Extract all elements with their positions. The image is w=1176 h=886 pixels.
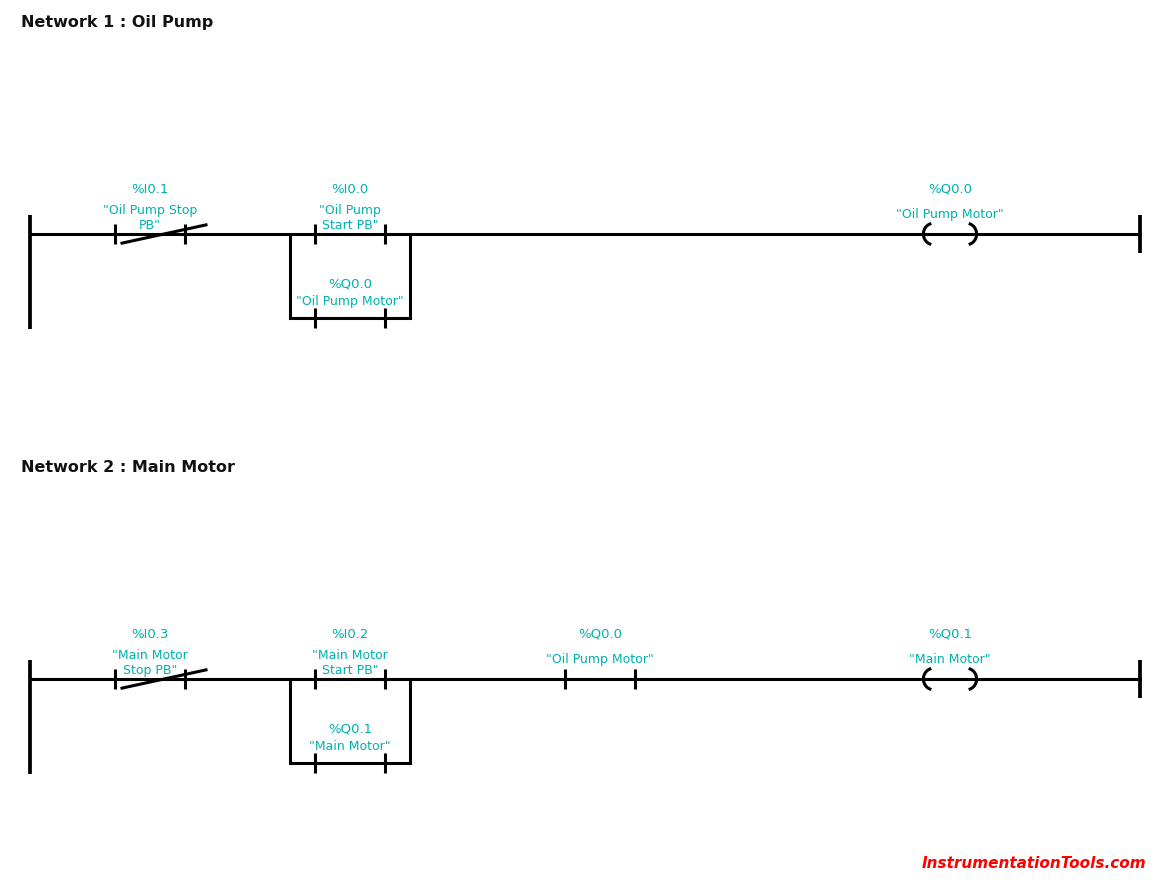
Text: "Oil Pump Motor": "Oil Pump Motor" — [896, 207, 1004, 221]
Text: %Q0.0: %Q0.0 — [328, 277, 372, 291]
Text: %Q0.1: %Q0.1 — [928, 627, 973, 641]
Text: Start PB": Start PB" — [322, 219, 379, 232]
Text: PB": PB" — [139, 219, 161, 232]
Text: %Q0.0: %Q0.0 — [577, 627, 622, 641]
Text: "Oil Pump Motor": "Oil Pump Motor" — [546, 652, 654, 664]
Text: %I0.2: %I0.2 — [332, 627, 369, 641]
Text: "Main Motor": "Main Motor" — [909, 652, 991, 664]
Text: Stop PB": Stop PB" — [122, 664, 178, 676]
Text: "Main Motor: "Main Motor — [112, 648, 188, 661]
Text: "Oil Pump Motor": "Oil Pump Motor" — [296, 295, 403, 307]
Text: "Oil Pump: "Oil Pump — [319, 204, 381, 216]
Text: Network 1 : Oil Pump: Network 1 : Oil Pump — [21, 15, 213, 30]
Text: Start PB": Start PB" — [322, 664, 379, 676]
Text: %I0.3: %I0.3 — [132, 627, 168, 641]
Text: "Oil Pump Stop: "Oil Pump Stop — [102, 204, 198, 216]
Text: "Main Motor": "Main Motor" — [309, 739, 390, 752]
Text: %I0.0: %I0.0 — [332, 183, 368, 196]
Text: %Q0.1: %Q0.1 — [328, 722, 372, 735]
Text: InstrumentationTools.com: InstrumentationTools.com — [922, 855, 1147, 870]
Text: %Q0.0: %Q0.0 — [928, 183, 973, 196]
Text: %I0.1: %I0.1 — [132, 183, 168, 196]
Text: Network 2 : Main Motor: Network 2 : Main Motor — [21, 460, 235, 475]
Text: "Main Motor: "Main Motor — [312, 648, 388, 661]
